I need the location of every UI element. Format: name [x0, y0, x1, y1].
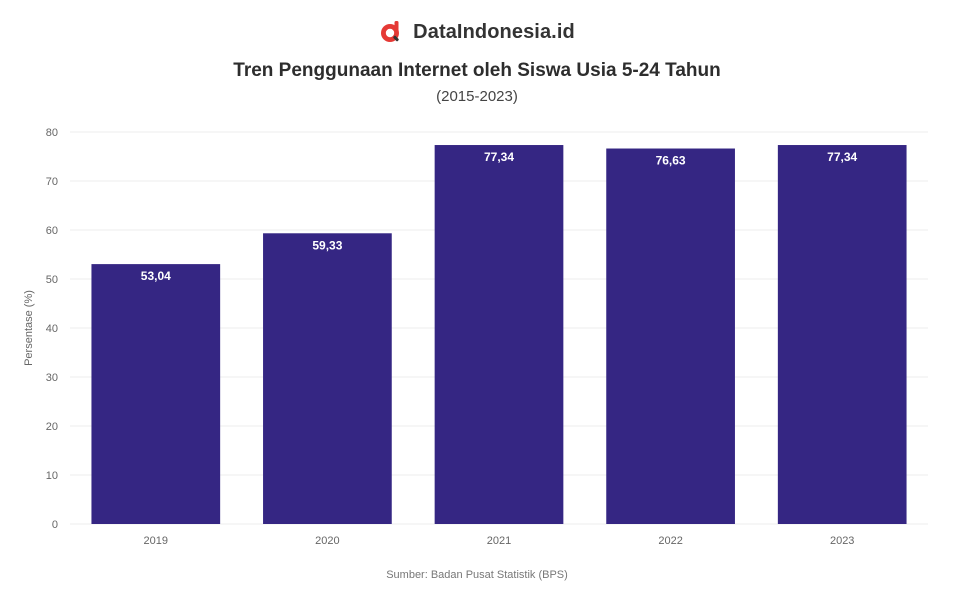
bar	[777, 145, 907, 524]
bar-value-label: 53,04	[141, 269, 171, 283]
bar	[263, 233, 392, 524]
bar-value-label: 76,63	[656, 154, 686, 168]
y-tick-label: 70	[46, 176, 58, 188]
y-tick-label: 60	[46, 225, 58, 237]
bar	[434, 145, 564, 524]
bar	[606, 148, 735, 524]
y-tick-label: 80	[46, 127, 58, 139]
y-axis-label: Persentase (%)	[23, 290, 35, 366]
bar-value-label: 77,34	[484, 150, 514, 164]
y-tick-label: 0	[52, 519, 58, 531]
bar-value-label: 59,33	[312, 238, 342, 252]
y-tick-label: 10	[46, 470, 58, 482]
x-tick-label: 2020	[315, 535, 339, 547]
x-tick-label: 2021	[487, 535, 511, 547]
chart-source: Sumber: Badan Pusat Statistik (BPS)	[386, 569, 568, 581]
y-tick-label: 50	[46, 274, 58, 286]
bar	[91, 264, 221, 524]
x-tick-label: 2019	[144, 535, 168, 547]
brand-name: DataIndonesia.id	[413, 20, 575, 43]
chart-title: Tren Penggunaan Internet oleh Siswa Usia…	[233, 60, 721, 81]
bar-value-label: 77,34	[827, 150, 857, 164]
y-tick-label: 40	[46, 323, 58, 335]
dataindonesia-logo-icon	[381, 21, 400, 42]
x-tick-label: 2023	[830, 535, 854, 547]
brand-header: DataIndonesia.id	[0, 20, 954, 44]
y-tick-label: 20	[46, 421, 58, 433]
bar-chart: 0 10 20 30 40 50 60 70 80 Persentase (%) 53,04 2019…	[23, 127, 928, 547]
x-tick-label: 2022	[658, 535, 682, 547]
y-tick-label: 30	[46, 372, 58, 384]
chart-subtitle: (2015-2023)	[436, 88, 518, 105]
